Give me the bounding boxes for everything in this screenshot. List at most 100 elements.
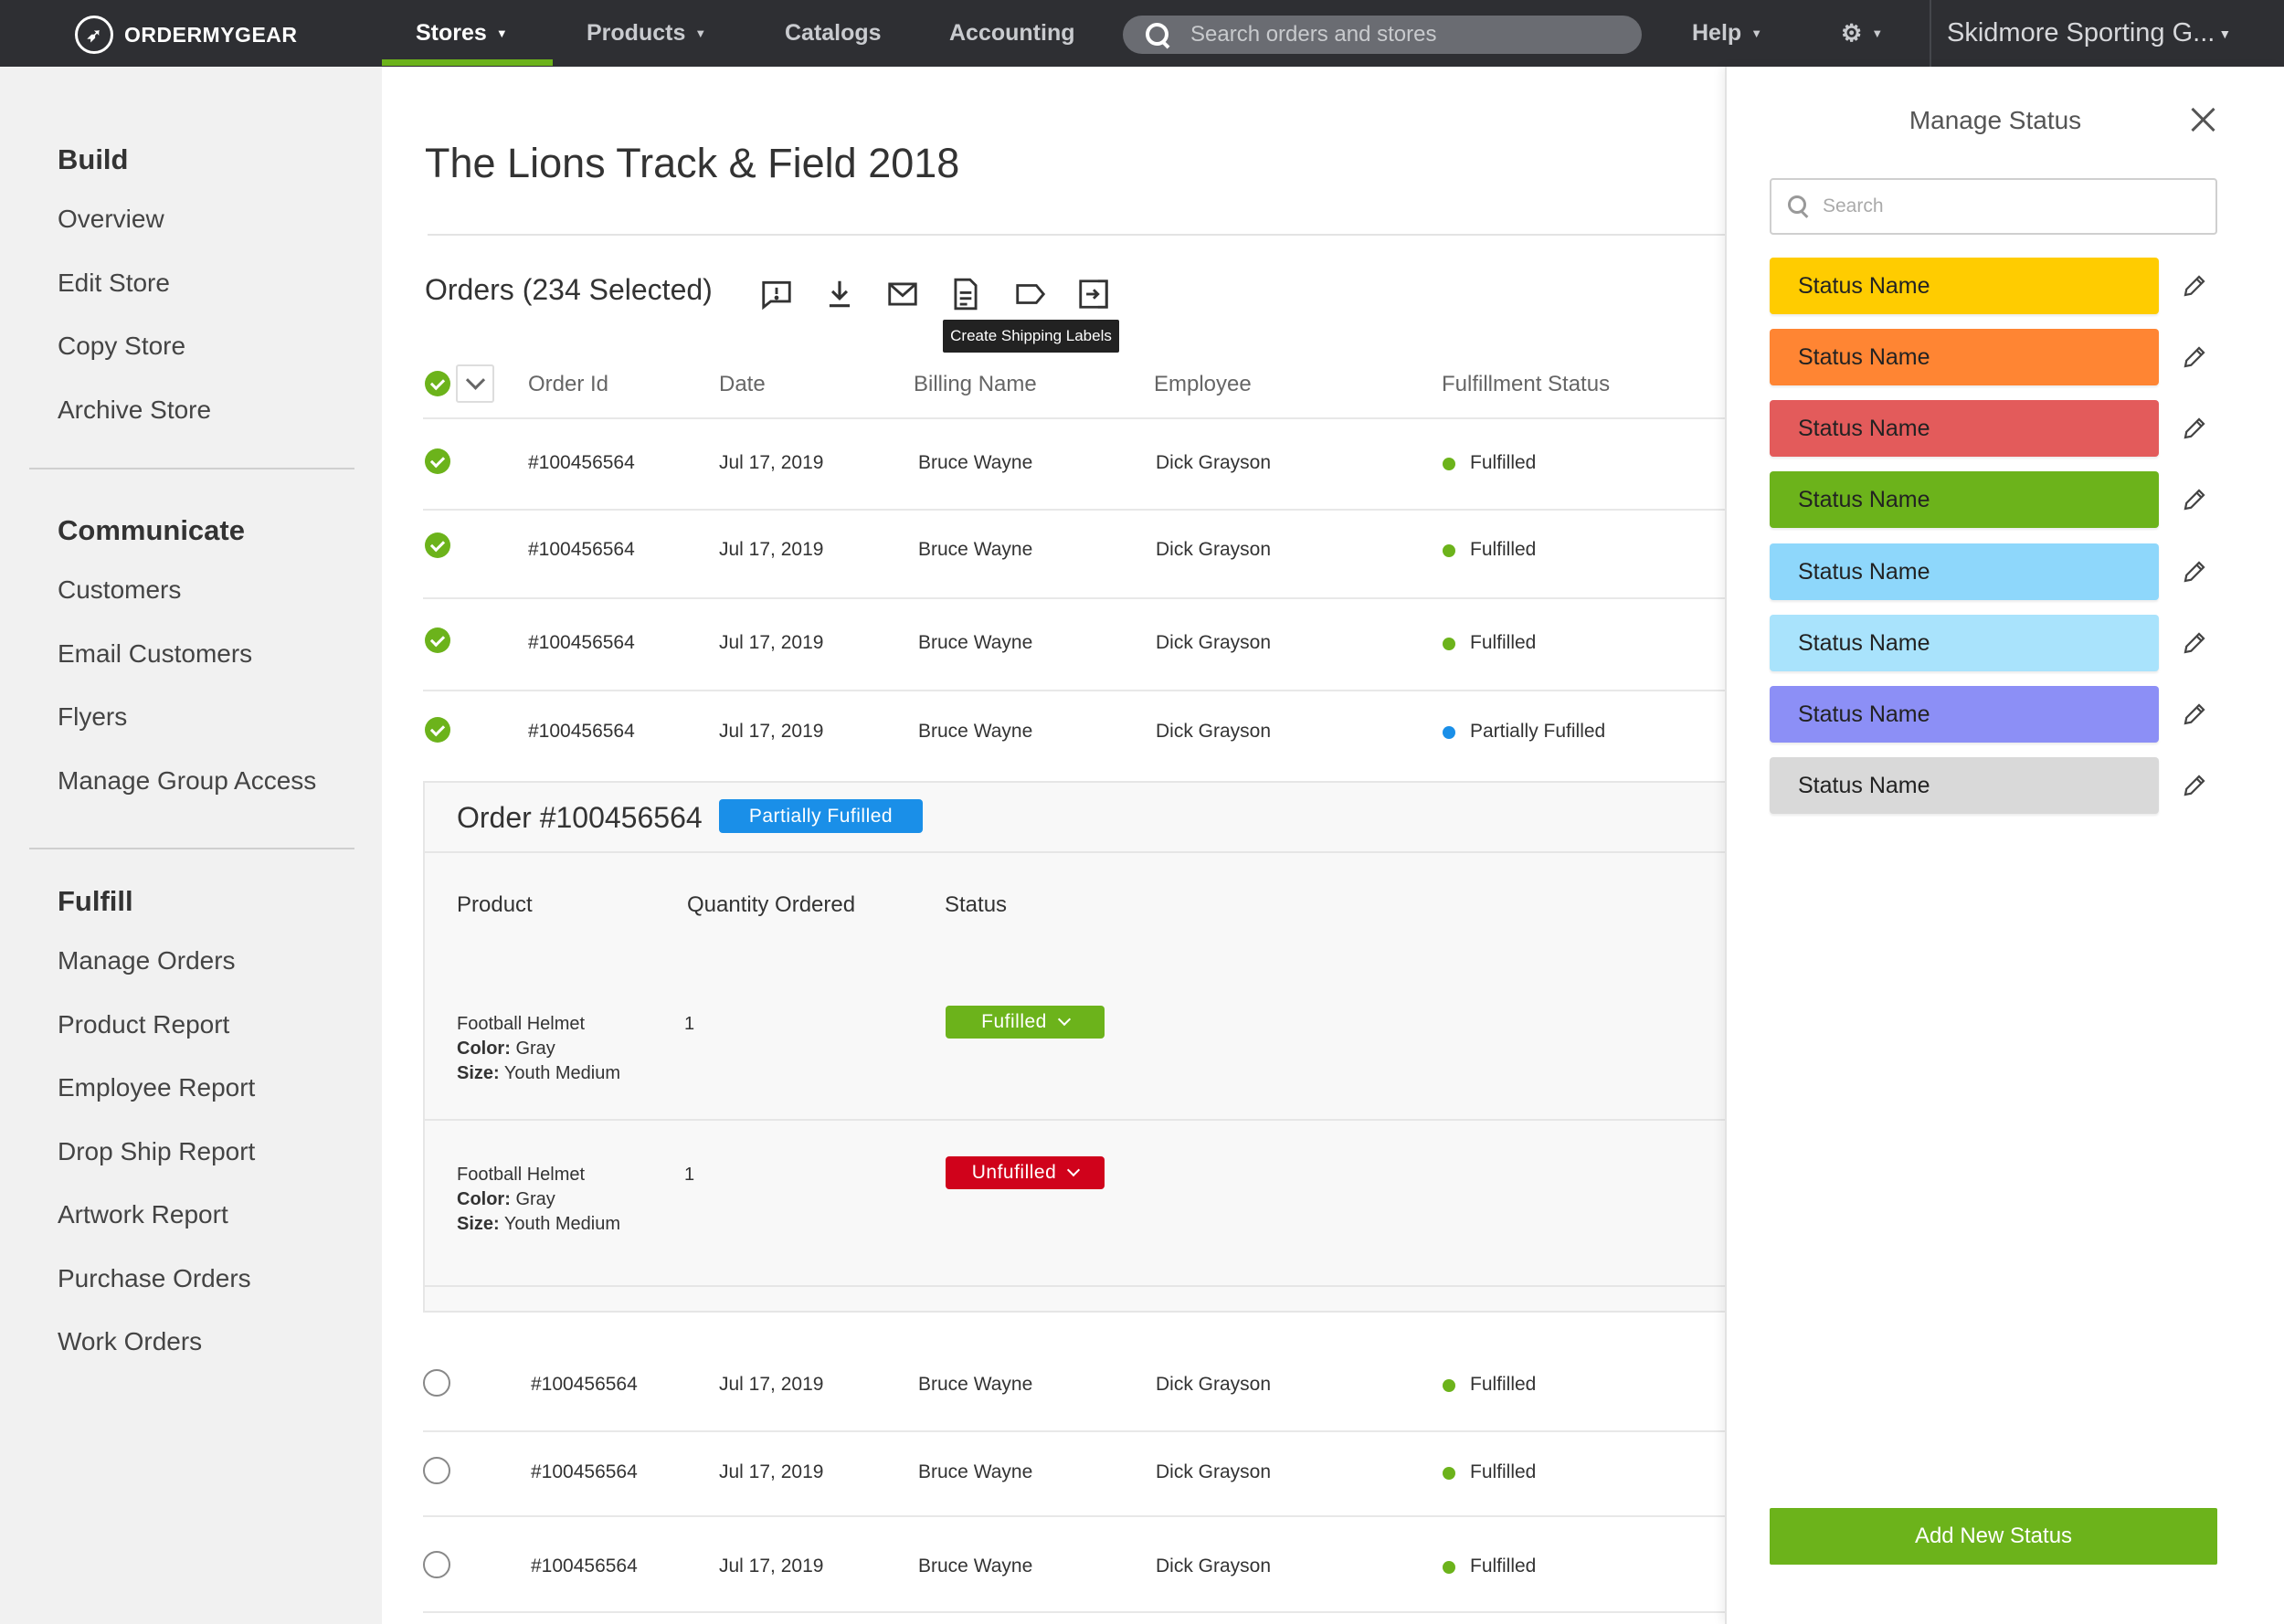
order-id[interactable]: #100456564 [528, 721, 635, 742]
global-search[interactable] [1123, 16, 1642, 54]
sidebar-item-manage-group-access[interactable]: Manage Group Access [58, 766, 317, 795]
global-search-input[interactable] [1190, 22, 1629, 47]
row-divider [423, 417, 1725, 419]
pencil-icon[interactable] [2181, 272, 2208, 300]
main-content: The Lions Track & Field 2018 Orders (234… [382, 67, 1725, 1624]
sidebar-item-product-report[interactable]: Product Report [58, 1010, 230, 1039]
status-search[interactable] [1770, 178, 2217, 235]
column-header-order-id[interactable]: Order Id [528, 372, 609, 396]
item-status-dropdown[interactable]: Fufilled [946, 1006, 1105, 1039]
sidebar-item-manage-orders[interactable]: Manage Orders [58, 946, 236, 975]
order-date: Jul 17, 2019 [719, 1461, 824, 1482]
close-icon[interactable] [2190, 107, 2217, 134]
pencil-icon[interactable] [2181, 415, 2208, 442]
color-label: Color: [457, 1189, 511, 1209]
sidebar-heading-communicate: Communicate [58, 514, 245, 546]
chevron-down-icon [1067, 1163, 1081, 1177]
status-swatch[interactable]: Status Name [1770, 329, 2159, 385]
add-new-status-button[interactable]: Add New Status [1770, 1508, 2217, 1565]
product-size: Youth Medium [503, 1214, 621, 1234]
pencil-icon[interactable] [2181, 629, 2208, 657]
search-icon [1788, 195, 1810, 217]
row-checkbox[interactable] [425, 717, 450, 743]
status-swatch[interactable]: Status Name [1770, 615, 2159, 671]
column-header-date[interactable]: Date [719, 372, 766, 396]
nav-accounting[interactable]: Accounting [949, 20, 1075, 46]
bulk-select-dropdown[interactable] [456, 364, 494, 403]
sidebar-item-email-customers[interactable]: Email Customers [58, 639, 253, 668]
column-header-fulfillment-status[interactable]: Fulfillment Status [1442, 372, 1611, 396]
document-icon[interactable] [946, 274, 986, 314]
order-id[interactable]: #100456564 [531, 1374, 638, 1395]
order-id[interactable]: #100456564 [528, 452, 635, 473]
panel-title: Manage Status [1909, 106, 2082, 134]
status-swatch[interactable]: Status Name [1770, 258, 2159, 314]
sidebar-item-artwork-report[interactable]: Artwork Report [58, 1200, 228, 1229]
sidebar-item-archive-store[interactable]: Archive Store [58, 395, 212, 424]
sidebar-item-copy-store[interactable]: Copy Store [58, 332, 186, 360]
pencil-icon[interactable] [2181, 558, 2208, 585]
column-header-employee[interactable]: Employee [1154, 372, 1252, 396]
pencil-icon[interactable] [2181, 343, 2208, 371]
row-checkbox[interactable] [423, 1369, 450, 1397]
status-dot [1443, 458, 1455, 470]
status-swatch[interactable]: Status Name [1770, 757, 2159, 814]
detail-divider [425, 1285, 1725, 1287]
status-search-input[interactable] [1823, 195, 2206, 217]
billing-name: Bruce Wayne [918, 539, 1033, 560]
sidebar-item-customers[interactable]: Customers [58, 575, 182, 604]
status-dot [1443, 1379, 1455, 1392]
row-checkbox[interactable] [425, 627, 450, 653]
nav-products[interactable]: Products ▼ [587, 0, 706, 67]
store-switcher[interactable]: Skidmore Sporting G... ▼ [1947, 0, 2231, 67]
row-checkbox[interactable] [425, 448, 450, 474]
orders-count: Orders (234 Selected) [425, 273, 713, 306]
order-id[interactable]: #100456564 [531, 1461, 638, 1482]
order-date: Jul 17, 2019 [719, 1374, 824, 1395]
sidebar-item-edit-store[interactable]: Edit Store [58, 269, 170, 297]
tag-label-icon[interactable] [1010, 274, 1051, 314]
nav-stores[interactable]: Stores ▼ [416, 0, 508, 67]
row-checkbox[interactable] [423, 1457, 450, 1484]
status-swatch[interactable]: Status Name [1770, 543, 2159, 600]
fulfillment-status: Fulfilled [1470, 1461, 1537, 1482]
billing-name: Bruce Wayne [918, 1374, 1033, 1395]
employee-name: Dick Grayson [1156, 1555, 1272, 1577]
order-id[interactable]: #100456564 [528, 539, 635, 560]
envelope-icon[interactable] [883, 274, 923, 314]
row-checkbox[interactable] [423, 1551, 450, 1578]
item-status-dropdown[interactable]: Unfufilled [946, 1156, 1105, 1189]
pencil-icon[interactable] [2181, 772, 2208, 799]
caret-down-icon: ▼ [694, 26, 707, 40]
employee-name: Dick Grayson [1156, 1461, 1272, 1482]
sidebar-divider [29, 468, 354, 469]
comment-alert-icon[interactable] [756, 274, 797, 314]
pencil-icon[interactable] [2181, 486, 2208, 513]
status-swatch[interactable]: Status Name [1770, 686, 2159, 743]
nav-catalogs[interactable]: Catalogs [785, 20, 882, 46]
pencil-icon[interactable] [2181, 701, 2208, 728]
store-switcher-label: Skidmore Sporting G... [1947, 18, 2215, 47]
logo[interactable]: ➶ ORDERMYGEAR [75, 16, 298, 54]
select-all-checkbox[interactable] [425, 371, 450, 396]
nav-help[interactable]: Help ▼ [1692, 0, 1762, 67]
page-title: The Lions Track & Field 2018 [425, 140, 960, 186]
sidebar-item-employee-report[interactable]: Employee Report [58, 1073, 256, 1102]
quantity-ordered: 1 [684, 1014, 695, 1034]
column-header-billing-name[interactable]: Billing Name [914, 372, 1037, 396]
caret-down-icon: ▼ [495, 26, 508, 40]
order-id[interactable]: #100456564 [528, 632, 635, 653]
download-icon[interactable] [819, 274, 860, 314]
status-swatch[interactable]: Status Name [1770, 471, 2159, 528]
status-swatch[interactable]: Status Name [1770, 400, 2159, 457]
row-checkbox[interactable] [425, 533, 450, 558]
sidebar-item-work-orders[interactable]: Work Orders [58, 1327, 203, 1355]
color-label: Color: [457, 1039, 511, 1059]
sidebar-item-overview[interactable]: Overview [58, 205, 164, 233]
export-icon[interactable] [1073, 274, 1114, 314]
sidebar-item-flyers[interactable]: Flyers [58, 702, 128, 731]
order-id[interactable]: #100456564 [531, 1555, 638, 1577]
nav-settings[interactable]: ⚙ ▼ [1841, 0, 1883, 67]
sidebar-item-drop-ship-report[interactable]: Drop Ship Report [58, 1137, 256, 1165]
sidebar-item-purchase-orders[interactable]: Purchase Orders [58, 1264, 251, 1292]
